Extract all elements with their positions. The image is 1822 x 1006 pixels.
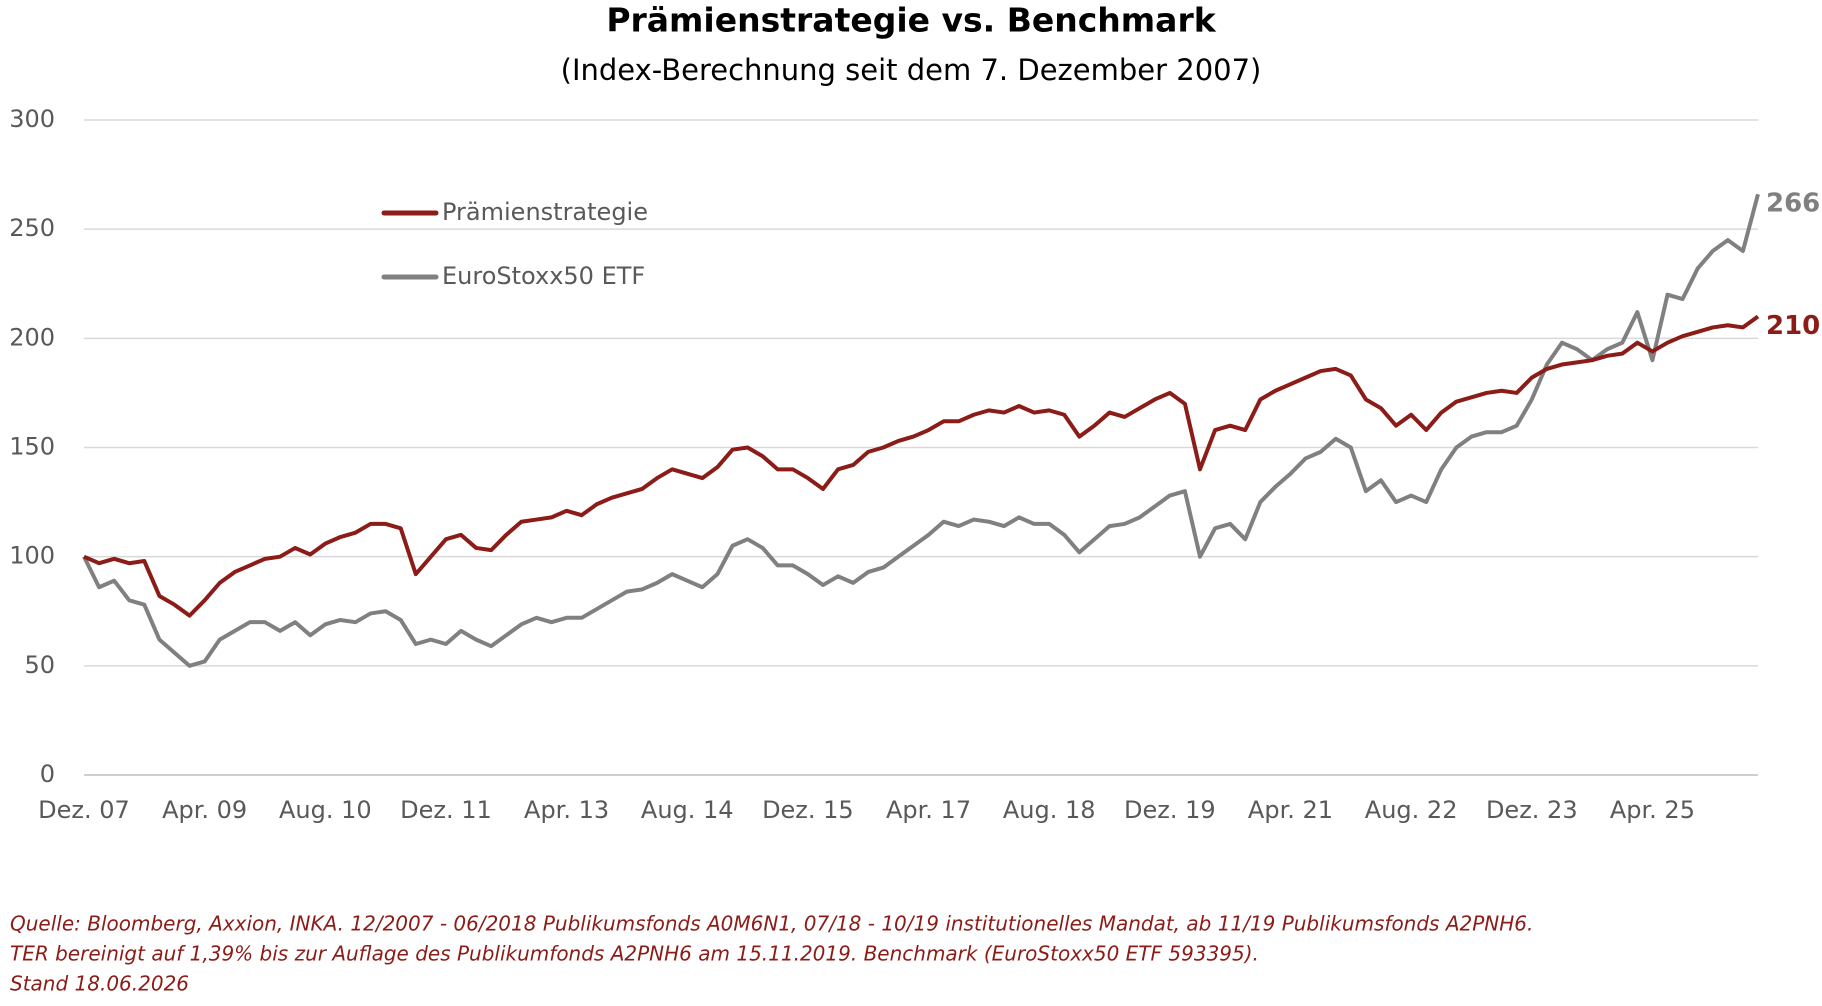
y-tick-label: 150 — [9, 433, 55, 461]
legend-label: EuroStoxx50 ETF — [442, 262, 645, 290]
y-tick-label: 300 — [9, 105, 55, 133]
chart-subtitle: (Index-Berechnung seit dem 7. Dezember 2… — [561, 53, 1262, 87]
x-tick-label: Dez. 19 — [1124, 796, 1216, 824]
y-tick-label: 200 — [9, 323, 55, 351]
x-tick-label: Aug. 10 — [279, 796, 372, 824]
x-tick-label: Aug. 22 — [1365, 796, 1458, 824]
chart-title: Prämienstrategie vs. Benchmark — [606, 1, 1216, 40]
series-line — [83, 314, 1760, 618]
footnote: Stand 18.06.2026 — [10, 972, 189, 996]
end-value-label: 266 — [1766, 189, 1820, 219]
x-tick-label: Apr. 21 — [1248, 796, 1333, 824]
x-tick-label: Apr. 09 — [162, 796, 247, 824]
x-tick-label: Apr. 17 — [886, 796, 971, 824]
footnote: Quelle: Bloomberg, Axxion, INKA. 12/2007… — [10, 912, 1533, 936]
y-tick-label: 100 — [9, 542, 55, 570]
legend-label: Prämienstrategie — [442, 198, 648, 226]
x-tick-label: Apr. 13 — [524, 796, 609, 824]
x-tick-label: Apr. 25 — [1610, 796, 1695, 824]
footnote: TER bereinigt auf 1,39% bis zur Auflage … — [10, 942, 1259, 966]
series-line — [82, 193, 1760, 668]
y-tick-label: 250 — [9, 214, 55, 242]
x-tick-label: Dez. 07 — [38, 796, 130, 824]
x-tick-label: Dez. 11 — [400, 796, 492, 824]
x-tick-label: Aug. 14 — [641, 796, 734, 824]
x-tick-label: Dez. 15 — [762, 796, 854, 824]
y-tick-label: 50 — [24, 651, 55, 679]
y-tick-label: 0 — [40, 760, 55, 788]
x-tick-label: Aug. 18 — [1003, 796, 1096, 824]
x-tick-label: Dez. 23 — [1486, 796, 1578, 824]
end-value-label: 210 — [1766, 311, 1820, 341]
